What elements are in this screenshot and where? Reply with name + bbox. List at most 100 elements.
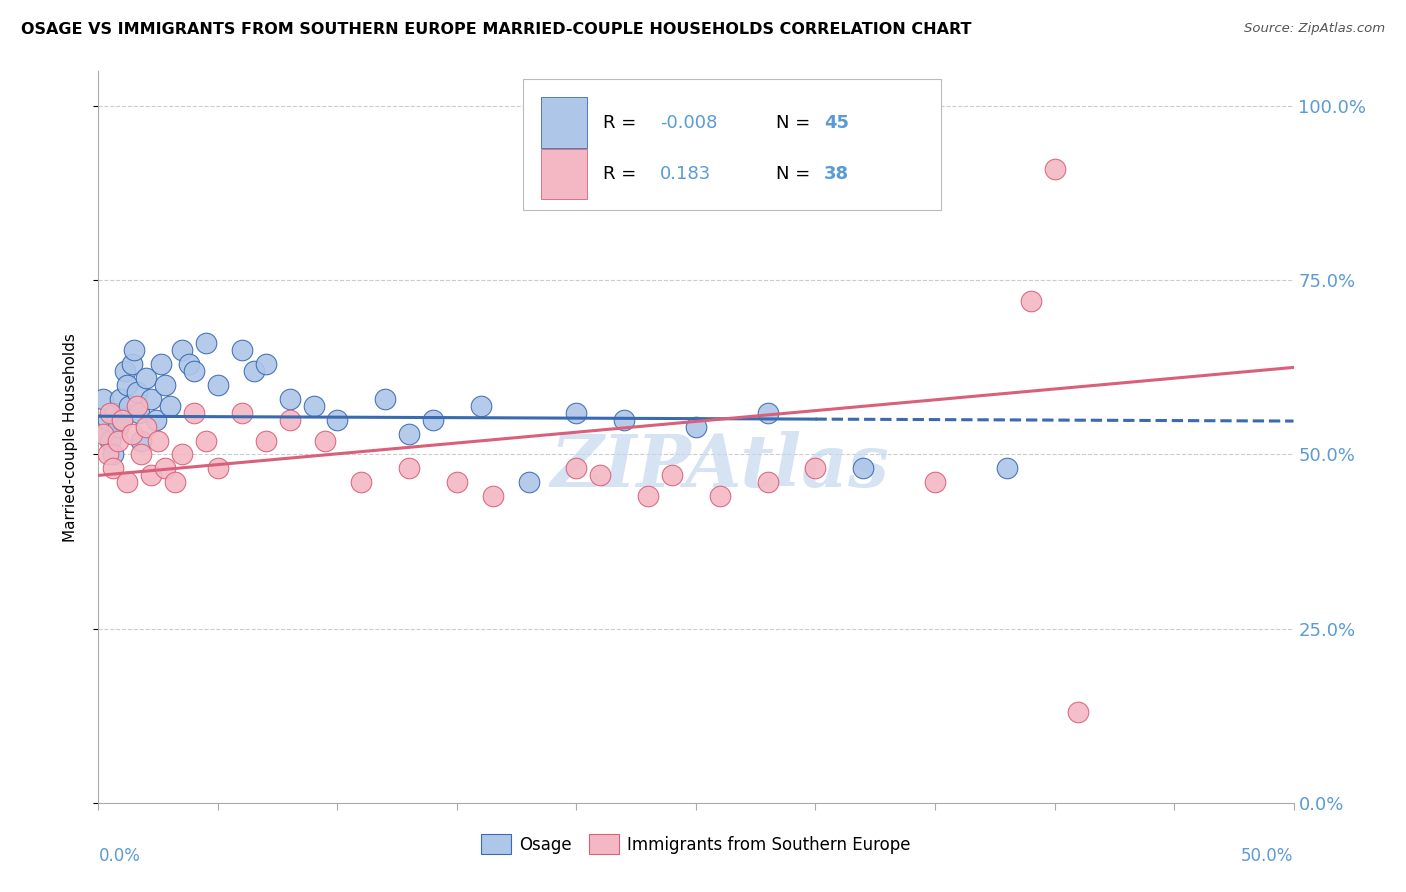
Point [756, 475, 779, 490]
Point [107, 434, 129, 448]
Point [207, 461, 229, 475]
Point [101, 448, 124, 462]
Point [422, 412, 444, 426]
Text: Source: ZipAtlas.com: Source: ZipAtlas.com [1244, 22, 1385, 36]
Point [148, 434, 170, 448]
Text: -0.008: -0.008 [661, 113, 717, 131]
Point [924, 475, 946, 490]
Point [756, 406, 779, 420]
Point [111, 412, 134, 426]
FancyBboxPatch shape [523, 78, 941, 211]
Text: 0.0%: 0.0% [98, 847, 141, 864]
Point [125, 384, 148, 399]
Point [852, 461, 875, 475]
Point [613, 412, 636, 426]
Point [155, 377, 177, 392]
Point [145, 412, 167, 426]
Point [91, 426, 114, 441]
Point [315, 434, 337, 448]
Point [163, 475, 186, 490]
Point [149, 357, 172, 371]
Point [398, 426, 420, 441]
Point [302, 399, 325, 413]
Point [121, 357, 143, 371]
Point [107, 419, 129, 434]
Text: 0.183: 0.183 [661, 165, 711, 183]
Point [637, 489, 659, 503]
Text: OSAGE VS IMMIGRANTS FROM SOUTHERN EUROPE MARRIED-COUPLE HOUSEHOLDS CORRELATION C: OSAGE VS IMMIGRANTS FROM SOUTHERN EUROPE… [21, 22, 972, 37]
Point [995, 461, 1018, 475]
Point [398, 461, 420, 475]
Point [118, 399, 141, 413]
Point [125, 399, 148, 413]
Point [350, 475, 373, 490]
Text: R =: R = [603, 165, 641, 183]
Point [243, 364, 266, 378]
Point [231, 406, 253, 420]
Point [207, 377, 229, 392]
Point [374, 392, 396, 406]
Point [97, 412, 120, 426]
Point [115, 475, 138, 490]
Point [108, 392, 131, 406]
Point [1067, 705, 1090, 719]
Point [101, 461, 124, 475]
Point [661, 468, 683, 483]
Point [114, 364, 136, 378]
Point [195, 434, 218, 448]
FancyBboxPatch shape [541, 97, 588, 148]
Point [565, 406, 588, 420]
Point [135, 371, 157, 385]
Point [121, 426, 143, 441]
Point [172, 448, 194, 462]
Point [94, 426, 117, 441]
Point [159, 399, 181, 413]
Point [685, 419, 707, 434]
Point [804, 461, 827, 475]
Point [589, 468, 612, 483]
Point [254, 357, 277, 371]
Point [111, 412, 134, 426]
Point [97, 448, 120, 462]
Point [231, 343, 253, 357]
Text: N =: N = [776, 113, 815, 131]
Point [128, 406, 150, 420]
Point [98, 434, 122, 448]
Y-axis label: Married-couple Households: Married-couple Households [63, 333, 77, 541]
FancyBboxPatch shape [541, 149, 588, 199]
Point [254, 434, 277, 448]
Point [91, 392, 114, 406]
Point [104, 406, 127, 420]
Point [326, 412, 349, 426]
Point [278, 392, 301, 406]
Point [1043, 161, 1066, 176]
Point [517, 475, 540, 490]
Point [131, 434, 153, 448]
Point [709, 489, 731, 503]
Text: R =: R = [603, 113, 641, 131]
Point [481, 489, 505, 503]
Legend: Osage, Immigrants from Southern Europe: Osage, Immigrants from Southern Europe [475, 828, 917, 860]
Point [139, 468, 162, 483]
Point [135, 419, 157, 434]
Point [155, 461, 177, 475]
Point [115, 377, 138, 392]
Point [195, 336, 218, 351]
Text: 38: 38 [824, 165, 849, 183]
Point [139, 392, 162, 406]
Point [98, 406, 122, 420]
Text: N =: N = [776, 165, 815, 183]
Text: ZIPAtlas: ZIPAtlas [551, 431, 889, 502]
Point [131, 448, 153, 462]
Text: 45: 45 [824, 113, 849, 131]
Point [278, 412, 301, 426]
Point [446, 475, 468, 490]
Text: 50.0%: 50.0% [1241, 847, 1294, 864]
Point [124, 343, 146, 357]
Point [183, 364, 205, 378]
Point [172, 343, 194, 357]
Point [179, 357, 201, 371]
Point [470, 399, 492, 413]
Point [565, 461, 588, 475]
Point [183, 406, 205, 420]
